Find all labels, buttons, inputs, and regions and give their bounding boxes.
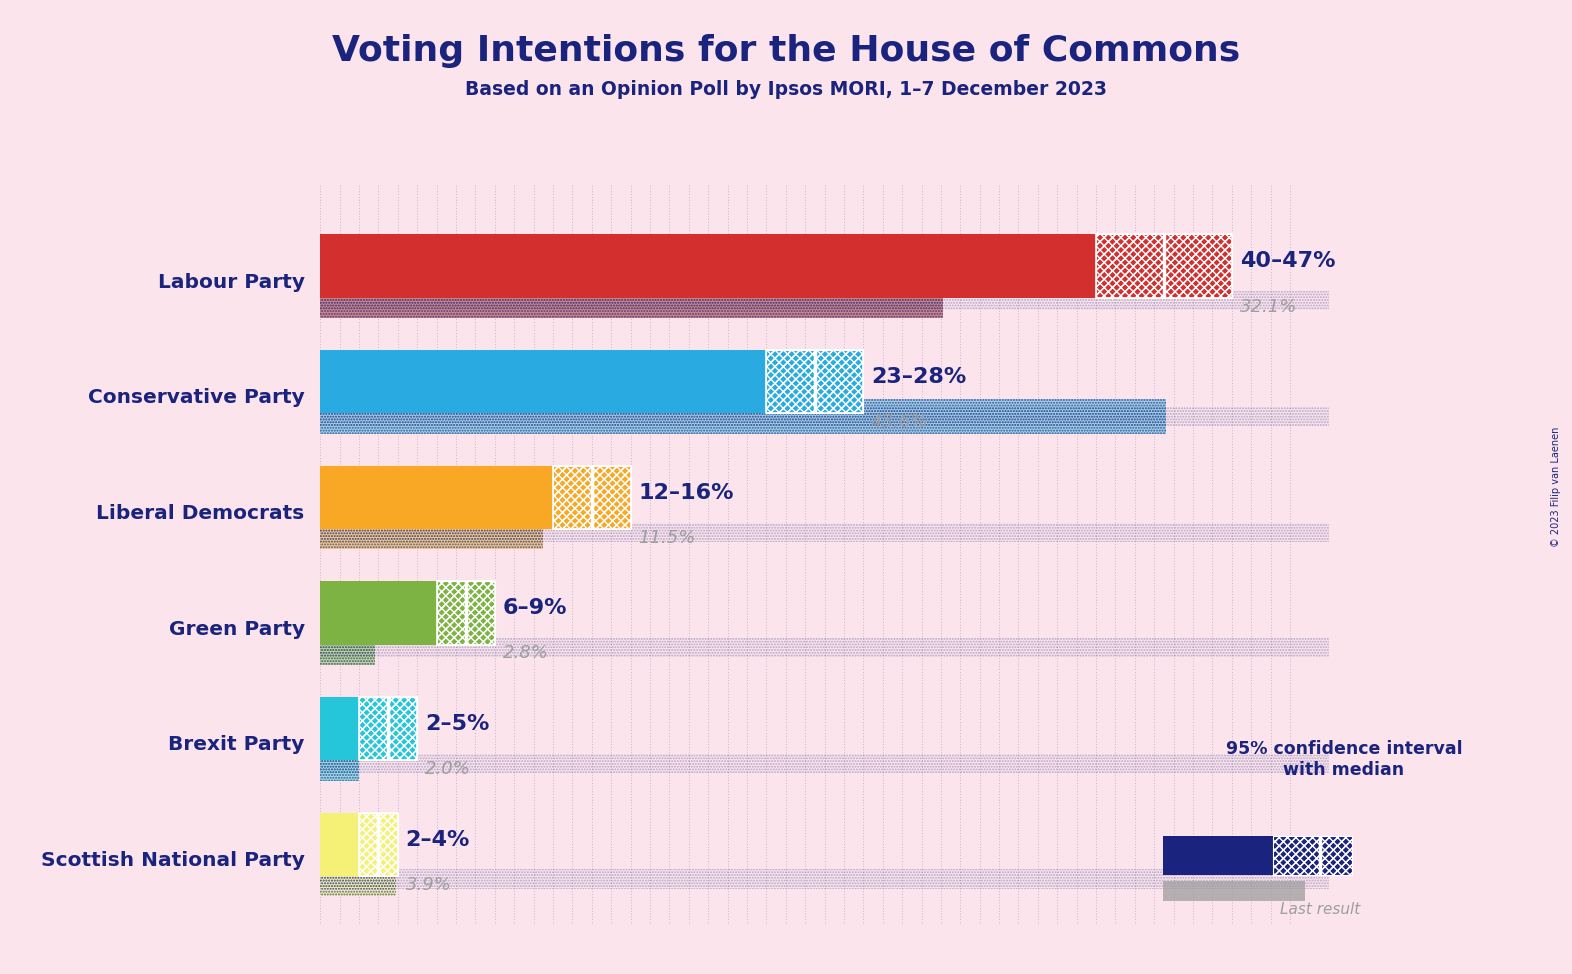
Bar [358, 812, 398, 877]
Text: Last result: Last result [1280, 902, 1361, 918]
Text: Based on an Opinion Poll by Ipsos MORI, 1–7 December 2023: Based on an Opinion Poll by Ipsos MORI, … [465, 80, 1107, 99]
Bar [321, 514, 544, 549]
Bar [358, 812, 398, 877]
Bar [321, 399, 1166, 433]
Bar [1096, 234, 1232, 298]
Bar [321, 283, 943, 318]
Bar [553, 466, 630, 529]
Bar [321, 514, 544, 549]
Bar [766, 350, 863, 414]
Bar [358, 696, 417, 761]
Text: 2–4%: 2–4% [406, 830, 470, 849]
Bar [1163, 836, 1336, 875]
Text: 95% confidence interval
with median: 95% confidence interval with median [1226, 740, 1462, 779]
Bar [321, 407, 1328, 426]
Text: 23–28%: 23–28% [871, 367, 967, 387]
Text: 2–5%: 2–5% [424, 714, 489, 734]
Text: Voting Intentions for the House of Commons: Voting Intentions for the House of Commo… [332, 34, 1240, 68]
Bar [321, 870, 1328, 888]
Bar [321, 696, 358, 761]
Text: 12–16%: 12–16% [638, 483, 734, 503]
Bar [321, 630, 374, 665]
Text: 32.1%: 32.1% [1240, 297, 1297, 316]
Text: Conservative Party: Conservative Party [88, 389, 305, 407]
Bar [321, 581, 437, 645]
Text: Scottish National Party: Scottish National Party [41, 851, 305, 870]
Bar [358, 812, 398, 877]
Bar [321, 350, 766, 414]
Text: Liberal Democrats: Liberal Democrats [96, 504, 305, 523]
Bar [1096, 234, 1232, 298]
Bar [321, 862, 396, 896]
Bar [321, 746, 358, 781]
Bar [437, 581, 495, 645]
Text: 2.0%: 2.0% [424, 760, 472, 778]
Bar [766, 350, 863, 414]
Text: Brexit Party: Brexit Party [168, 735, 305, 755]
Text: 43.6%: 43.6% [871, 413, 929, 431]
Bar [321, 638, 1328, 657]
Bar [321, 291, 1328, 311]
Text: Green Party: Green Party [168, 619, 305, 639]
Bar [1096, 234, 1232, 298]
Bar [553, 466, 630, 529]
Text: 3.9%: 3.9% [406, 876, 451, 894]
Bar [321, 754, 1328, 773]
Bar [766, 350, 863, 414]
Text: 2.8%: 2.8% [503, 645, 549, 662]
Bar [321, 862, 396, 896]
Bar [321, 812, 358, 877]
Text: 11.5%: 11.5% [638, 529, 696, 546]
Bar [437, 581, 495, 645]
Bar [321, 466, 553, 529]
Bar [437, 581, 495, 645]
Bar [321, 746, 358, 781]
Bar [553, 466, 630, 529]
Bar [1273, 836, 1352, 875]
Bar [321, 630, 374, 665]
Text: 6–9%: 6–9% [503, 598, 567, 618]
Bar [321, 399, 1166, 433]
Bar [321, 283, 943, 318]
Bar [358, 696, 417, 761]
Bar [1273, 836, 1352, 875]
Text: Labour Party: Labour Party [157, 273, 305, 292]
Text: 40–47%: 40–47% [1240, 251, 1335, 272]
Bar [1163, 881, 1305, 901]
Bar [321, 522, 1328, 542]
Bar [321, 234, 1096, 298]
Bar [358, 696, 417, 761]
Text: © 2023 Filip van Laenen: © 2023 Filip van Laenen [1552, 427, 1561, 547]
